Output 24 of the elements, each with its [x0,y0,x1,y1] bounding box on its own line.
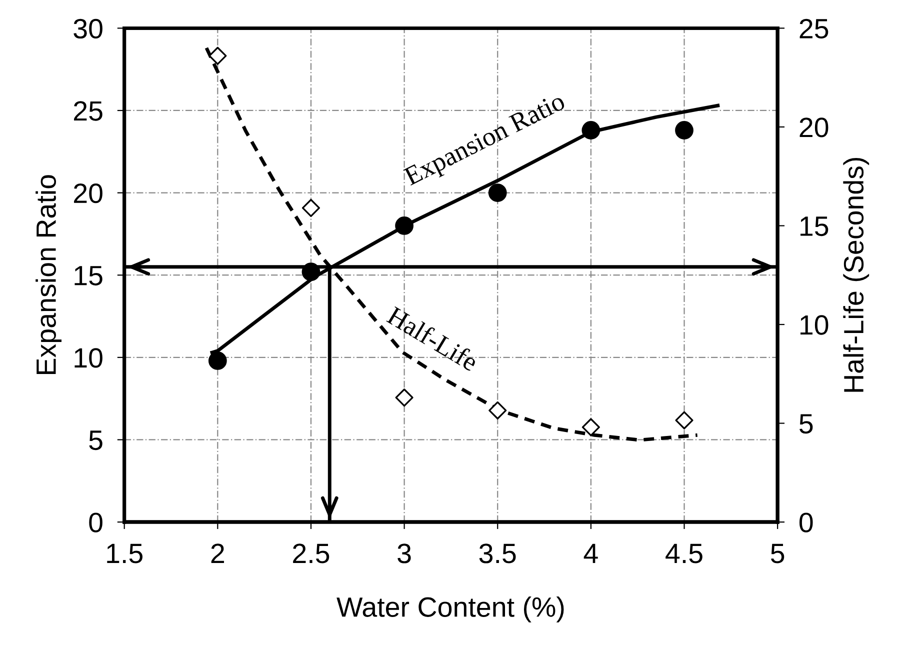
y2-axis-title: Half-Life (Seconds) [843,158,870,392]
y-tick-label: 0 [89,512,102,532]
y2-tick-label: 15 [800,216,828,236]
y-tick-label: 10 [74,348,102,368]
y-tick-label: 15 [74,266,102,286]
x-tick-label: 4.5 [666,544,702,564]
x-tick-label: 3.5 [479,544,516,564]
y2-tick-label: 0 [799,512,813,532]
x-tick-label: 2.5 [293,544,330,564]
y2-tick-label: 5 [800,414,813,434]
y2-tick-label: 25 [800,18,828,39]
y2-tick-label: 20 [800,118,828,138]
y-tick-label: 5 [89,430,102,450]
x-tick-label: 1.5 [107,544,142,564]
y-tick-label: 25 [74,101,102,121]
y-tick-label: 20 [74,183,102,204]
x-tick-label: 5 [770,544,784,564]
x-tick-label: 2 [211,544,224,563]
x-tick-label: 3 [398,544,411,564]
y2-tick-label: 10 [800,315,828,335]
y-axis-title: Expansion Ratio [36,175,62,374]
x-tick-label: 4 [584,544,598,563]
y-tick-label: 30 [74,18,102,39]
x-axis-title: Water Content (%) [336,596,564,622]
